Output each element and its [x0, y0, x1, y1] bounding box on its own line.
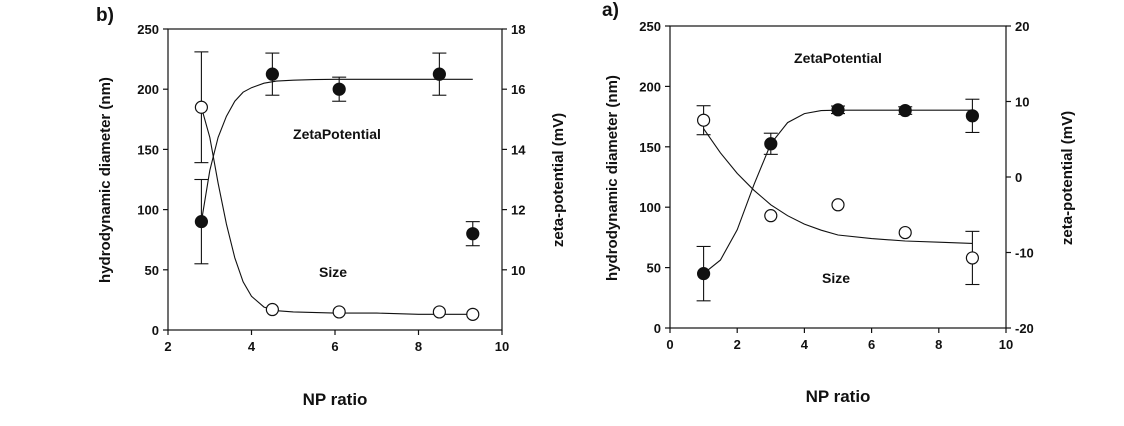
y-right-tick-label: 12: [511, 203, 525, 218]
y-right-tick-label: 14: [511, 142, 526, 157]
y-left-axis-title: hydrodynamic diameter (nm): [97, 77, 114, 283]
zeta-point: [265, 67, 279, 81]
y-left-tick-label: 250: [137, 22, 159, 37]
size-point: [764, 209, 778, 223]
y-left-tick-label: 200: [137, 82, 159, 97]
y-right-tick-label: 0: [1015, 170, 1022, 185]
y-right-tick-label: 10: [1015, 95, 1029, 110]
x-tick-label: 4: [248, 339, 256, 354]
annotation-size: Size: [822, 270, 850, 286]
size-point: [466, 307, 480, 321]
zeta-point: [764, 137, 778, 151]
x-axis-title: NP ratio: [806, 387, 871, 406]
size-fit-curve: [703, 128, 973, 244]
x-tick-label: 0: [666, 337, 673, 352]
panel-label: b): [96, 5, 114, 26]
x-tick-label: 10: [495, 339, 509, 354]
size-point: [194, 100, 208, 114]
y-right-tick-label: -10: [1015, 246, 1034, 261]
y-right-tick-label: 16: [511, 82, 525, 97]
zeta-point: [466, 227, 480, 241]
zeta-point: [831, 103, 845, 117]
size-point: [831, 198, 845, 212]
zeta-point: [332, 82, 346, 96]
annotation-size: Size: [319, 264, 347, 280]
zeta-point: [194, 215, 208, 229]
zeta-point: [898, 103, 912, 118]
size-fit-curve: [200, 107, 473, 315]
x-tick-label: 2: [734, 337, 741, 352]
size-point: [265, 302, 279, 317]
y-left-tick-label: 0: [654, 321, 661, 336]
y-left-tick-label: 150: [137, 142, 159, 157]
y-left-tick-label: 200: [639, 79, 661, 94]
x-tick-label: 2: [164, 339, 171, 354]
size-point: [332, 305, 346, 319]
y-right-axis-title: zeta-potential (mV): [1059, 111, 1076, 245]
size-point: [965, 251, 980, 265]
zeta-fit-curve: [200, 78, 473, 222]
y-right-tick-label: 10: [511, 263, 525, 278]
y-right-tick-label: -20: [1015, 321, 1034, 336]
y-left-tick-label: 100: [137, 203, 159, 218]
x-tick-label: 10: [999, 337, 1013, 352]
y-left-tick-label: 50: [647, 261, 661, 276]
x-tick-label: 8: [935, 337, 942, 352]
y-left-axis-title: hydrodynamic diameter (nm): [604, 75, 621, 281]
x-tick-label: 4: [801, 337, 809, 352]
x-tick-label: 6: [331, 339, 338, 354]
x-tick-label: 6: [868, 337, 875, 352]
size-point: [898, 225, 912, 240]
x-axis-title: NP ratio: [303, 390, 368, 409]
y-right-axis-title: zeta-potential (mV): [550, 113, 567, 247]
annotation-zeta-potential: ZetaPotential: [794, 50, 882, 66]
y-right-tick-label: 18: [511, 22, 525, 37]
size-point: [696, 113, 711, 127]
y-left-tick-label: 250: [639, 19, 661, 34]
zeta-point: [696, 267, 711, 281]
y-left-tick-label: 150: [639, 140, 661, 155]
size-point: [432, 305, 446, 319]
zeta-point: [432, 67, 446, 81]
x-tick-label: 8: [415, 339, 422, 354]
y-right-tick-label: 20: [1015, 19, 1029, 34]
plot-frame: [167, 28, 503, 331]
panel-label: a): [602, 0, 619, 21]
y-left-tick-label: 0: [152, 323, 159, 338]
zeta-fit-curve: [703, 109, 973, 275]
y-left-tick-label: 50: [145, 263, 159, 278]
annotation-zeta-potential: ZetaPotential: [293, 126, 381, 142]
zeta-point: [965, 109, 980, 123]
y-left-tick-label: 100: [639, 200, 661, 215]
